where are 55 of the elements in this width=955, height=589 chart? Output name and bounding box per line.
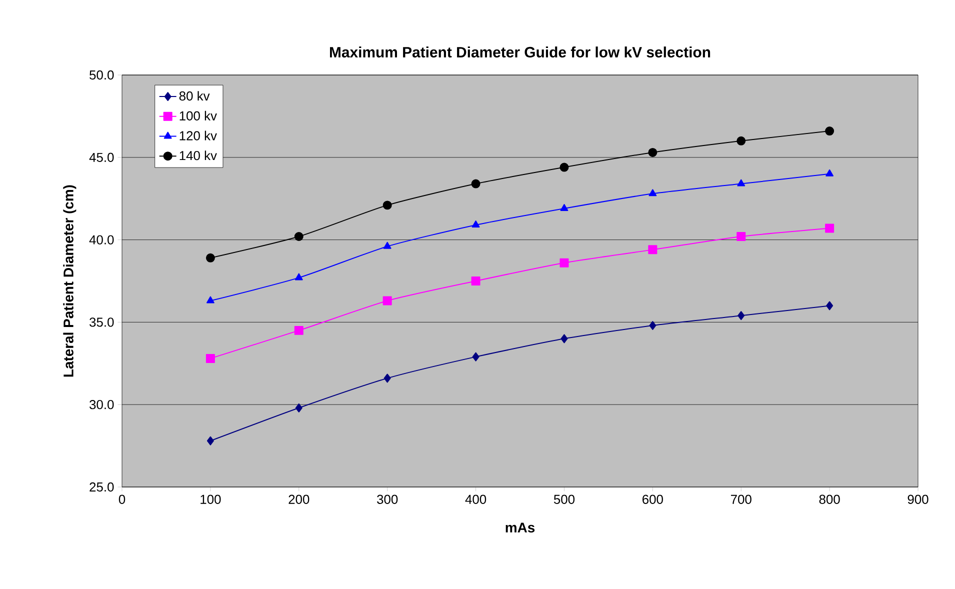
x-tick-label: 900 [908,494,928,504]
point [825,126,834,136]
point [826,301,834,310]
point [826,169,834,176]
y-tick-label: 40.0 [89,235,114,244]
point [472,352,480,362]
point [825,224,834,233]
point [471,276,480,286]
x-tick-label: 600 [642,494,663,504]
point [736,136,746,146]
point [560,258,569,268]
point [206,296,214,304]
y-tick-label: 45.0 [89,152,114,162]
point [383,242,392,249]
x-tick-label: 0 [118,494,126,504]
point [737,179,746,186]
point [648,245,658,254]
point [206,253,215,262]
point [294,232,304,241]
point [560,162,569,172]
point [294,326,304,335]
y-tick-label: 30.0 [90,400,114,410]
x-tick-label: 400 [465,494,486,504]
point [206,436,214,446]
point [471,179,480,188]
chart-title: Maximum Patient Diameter Guide for low kV selection [330,46,710,58]
point [560,334,568,344]
x-tick-label: 700 [730,494,752,504]
point [382,200,392,210]
y-tick-label: 35.0 [90,318,114,327]
legend-label: 140 kv [180,150,217,160]
point [648,189,657,196]
legend-label: 100 kv [180,110,217,120]
x-tick-label: 200 [288,494,310,504]
point [648,148,658,157]
point [295,403,302,412]
point [738,311,745,320]
point [294,273,303,280]
x-tick-label: 500 [554,494,575,504]
y-axis-title: Lateral Patient Diameter (cm) [63,185,76,377]
x-tick-label: 300 [377,494,398,504]
x-tick-label: 800 [819,494,840,504]
point [382,296,392,306]
point [384,374,391,383]
point [472,220,480,228]
legend-label: 80 kv [179,91,210,101]
x-axis-title: mAs [506,522,535,533]
point [206,354,215,363]
x-tick-label: 100 [200,494,221,504]
legend-label: 120 kv [180,130,217,140]
point [736,232,746,241]
y-tick-label: 50.0 [90,70,114,80]
y-tick-label: 25.0 [90,482,114,492]
point [649,320,656,330]
point [560,204,568,211]
